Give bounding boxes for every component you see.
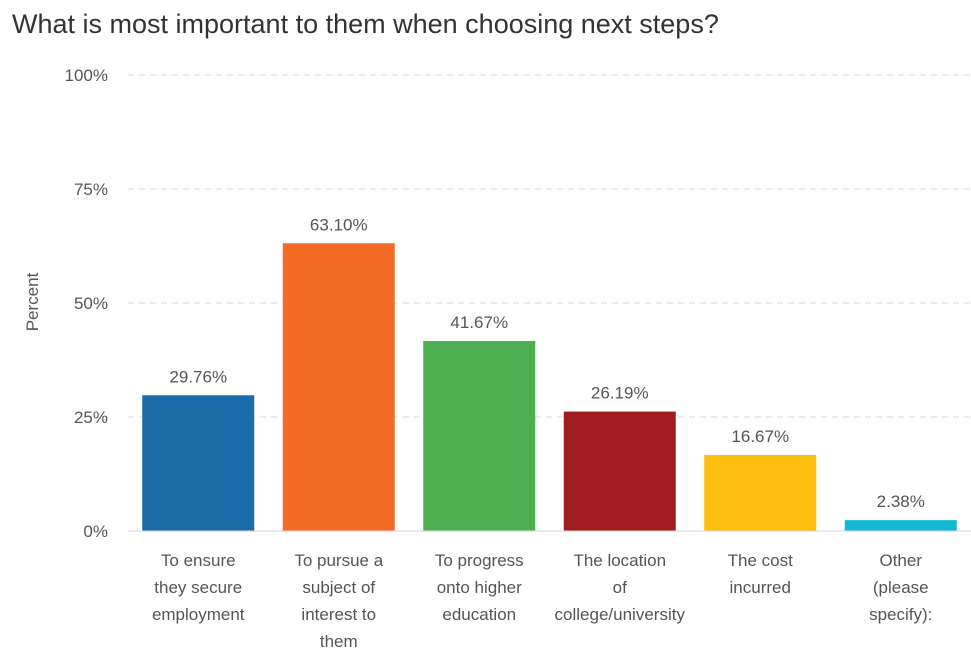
x-axis-labels: To ensure they secure employment To pursue … <box>152 551 932 650</box>
bar <box>563 411 676 531</box>
data-label: 63.10% <box>310 215 368 234</box>
y-tick-label: 100% <box>65 66 108 85</box>
bars <box>142 243 957 531</box>
y-tick-label: 75% <box>74 180 108 199</box>
y-tick-label: 0% <box>83 522 108 541</box>
bar <box>282 243 395 531</box>
x-tick-label: The location of college/university <box>555 551 686 624</box>
x-tick-label: The cost incurred <box>728 551 793 597</box>
data-label: 16.67% <box>731 427 789 446</box>
bar <box>142 395 255 531</box>
x-tick-label: Other (please specify): <box>869 551 932 624</box>
data-label: 2.38% <box>877 492 925 511</box>
bar <box>844 520 957 531</box>
y-tick-label: 50% <box>74 294 108 313</box>
gridlines <box>128 74 971 418</box>
data-label: 29.76% <box>169 367 227 386</box>
x-tick-label: To progress onto higher education <box>435 551 524 624</box>
y-axis-ticks: 0% 25% 50% 75% 100% <box>65 66 108 541</box>
chart-title: What is most important to them when choo… <box>12 9 719 39</box>
bar <box>704 454 817 531</box>
x-tick-label: To ensure they secure employment <box>152 551 245 624</box>
x-tick-label: To pursue a subject of interest to them <box>294 551 383 650</box>
y-tick-label: 25% <box>74 408 108 427</box>
data-labels: 29.76% 63.10% 41.67% 26.19% 16.67% 2.38% <box>169 215 924 511</box>
bar <box>423 340 536 531</box>
y-axis-label: Percent <box>23 272 42 331</box>
data-label: 41.67% <box>450 313 508 332</box>
data-label: 26.19% <box>591 384 649 403</box>
